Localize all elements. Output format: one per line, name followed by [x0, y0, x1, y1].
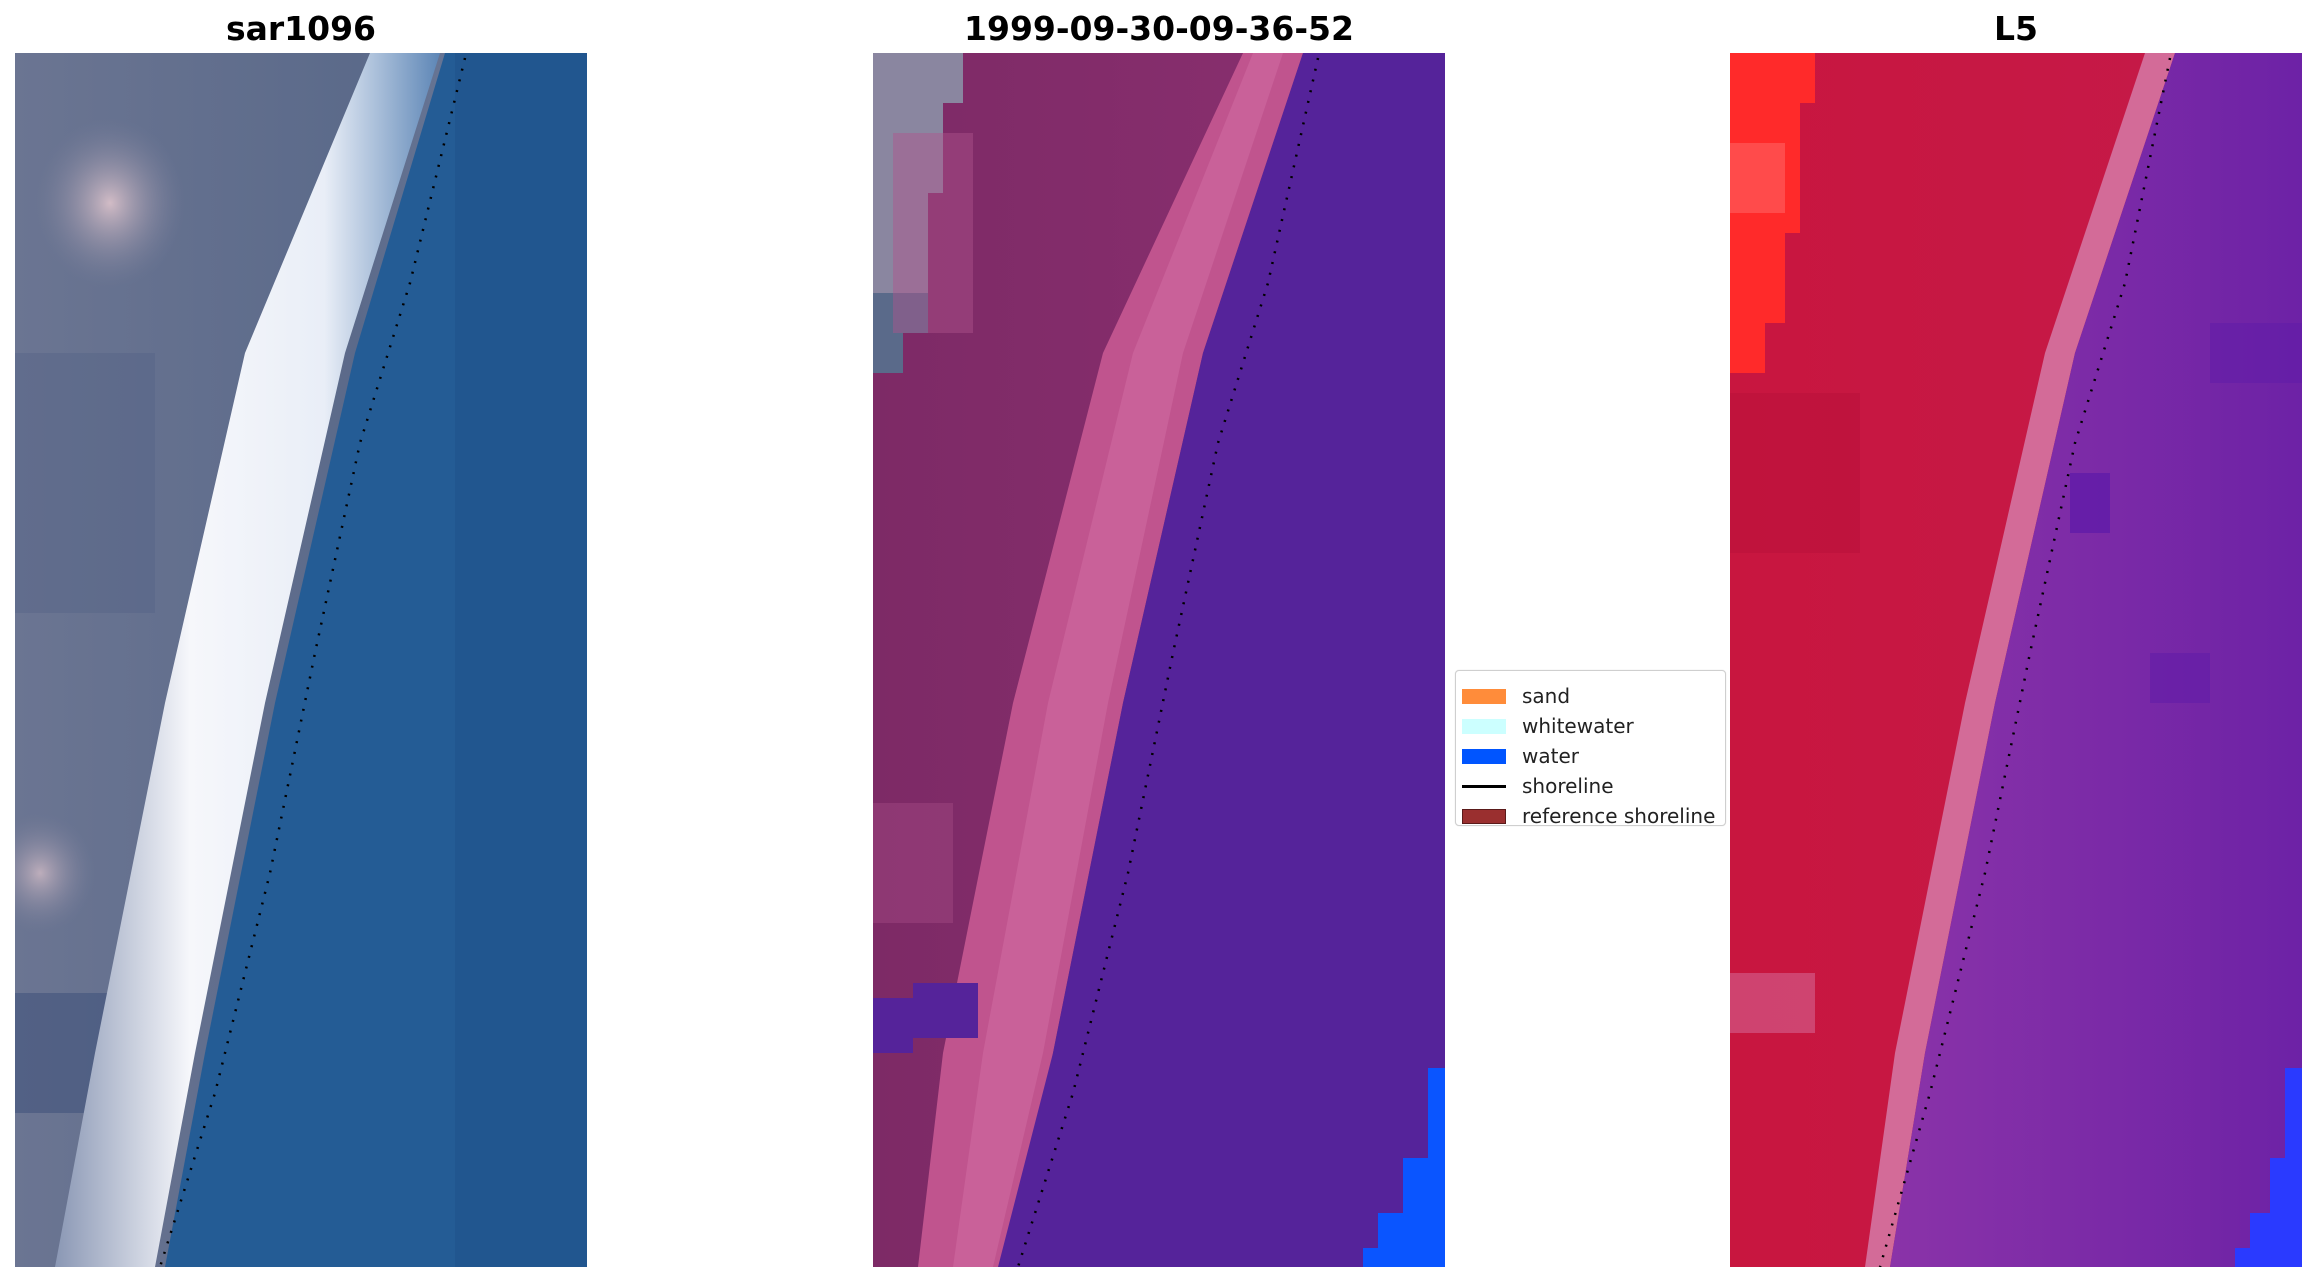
legend-label: shoreline	[1522, 774, 1614, 798]
panel-title-date: 1999-09-30-09-36-52	[964, 9, 1354, 48]
legend-item-shoreline: shoreline	[1462, 771, 1614, 801]
legend-label: water	[1522, 744, 1579, 768]
whitewater-swatch	[1462, 718, 1506, 734]
shoreline-line-swatch	[1462, 784, 1506, 788]
classification-image	[873, 53, 1445, 1267]
panel-title-l5: L5	[1994, 9, 2038, 48]
shoreline-trace	[158, 57, 467, 1267]
legend-item-reference-shoreline: reference shoreline	[1462, 801, 1715, 831]
l5-panel	[1730, 53, 2302, 1267]
sar-image	[15, 53, 587, 1267]
water-swatch	[1462, 748, 1506, 764]
classification-panel	[873, 53, 1445, 1267]
legend-item-sand: sand	[1462, 681, 1570, 711]
legend: sand whitewater water shoreline referenc…	[1455, 670, 1726, 828]
legend-item-water: water	[1462, 741, 1579, 771]
legend-label: reference shoreline	[1522, 804, 1716, 828]
legend-item-whitewater: whitewater	[1462, 711, 1634, 741]
sar-image-panel	[15, 53, 587, 1267]
panel-title-sar: sar1096	[225, 9, 377, 48]
l5-image	[1730, 53, 2302, 1267]
legend-label: whitewater	[1522, 714, 1634, 738]
legend-label: sand	[1522, 684, 1571, 708]
reference-shoreline-swatch	[1462, 808, 1506, 824]
sand-swatch	[1462, 688, 1506, 704]
